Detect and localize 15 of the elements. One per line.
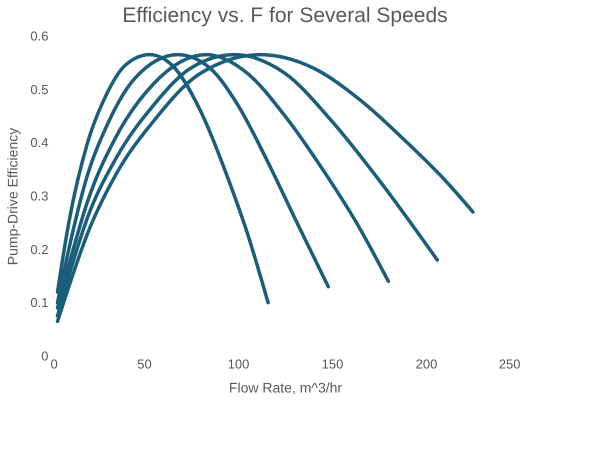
y-tick-label: 0.2 [30, 242, 48, 257]
y-tick-label: 0.4 [30, 135, 48, 150]
x-axis-title: Flow Rate, m^3/hr [228, 380, 342, 396]
x-tick-label: 100 [228, 356, 250, 372]
y-axis-title: Pump-Drive Efficiency [4, 128, 20, 266]
y-tick-label: 0.3 [30, 188, 48, 204]
y-tick-label: 0.1 [30, 295, 48, 310]
chart-title: Efficiency vs. F for Several Speeds [122, 4, 448, 27]
y-tick-label: 0.5 [30, 82, 48, 97]
x-tick-label: 200 [416, 356, 438, 372]
x-tick-label: 50 [137, 356, 152, 372]
x-tick-label: 150 [322, 356, 344, 372]
x-tick-label: 0 [50, 356, 58, 372]
x-tick-label: 250 [498, 356, 520, 372]
y-tick-label: 0.6 [30, 28, 48, 44]
